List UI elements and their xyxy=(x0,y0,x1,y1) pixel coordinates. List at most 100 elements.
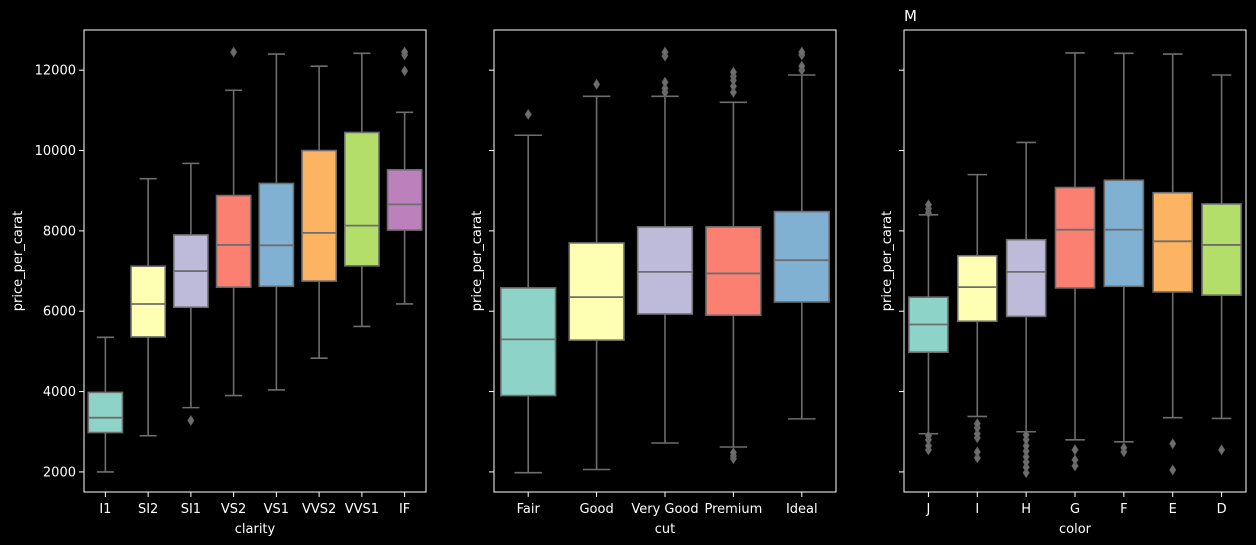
box-cut-Very Good xyxy=(636,46,694,444)
x-tick-label: VVS2 xyxy=(302,502,336,517)
outlier-point xyxy=(1218,444,1226,456)
box-clarity-SI1 xyxy=(172,162,209,427)
outlier-point xyxy=(187,414,195,427)
iqr-box xyxy=(1054,186,1096,289)
x-tick-label: Good xyxy=(579,502,613,517)
axes-frame xyxy=(83,29,427,493)
boxplot-panel-clarity: 2000 4000 6000 8000 10000 12000 I1 SI2 SI1 VS2 VS1… xyxy=(11,29,427,537)
y-tick-label: 6000 xyxy=(43,305,76,320)
x-tick-label: J xyxy=(926,502,931,517)
y-axis-label: price_per_carat xyxy=(880,211,895,311)
box-clarity-VVS1 xyxy=(343,52,380,328)
outlier-point xyxy=(973,446,981,458)
iqr-box xyxy=(87,391,124,434)
iqr-box xyxy=(1103,179,1145,288)
outlier-point xyxy=(1071,454,1079,466)
x-axis-label: clarity xyxy=(235,522,276,537)
y-tick-label: 8000 xyxy=(43,224,76,239)
x-tick-label: VVS1 xyxy=(345,502,379,517)
box-color-E xyxy=(1152,53,1194,476)
x-tick-label: VS1 xyxy=(264,502,289,517)
box-cut-Fair xyxy=(500,108,557,474)
outlier-point xyxy=(230,46,238,58)
box-color-F xyxy=(1103,52,1145,458)
outlier-point xyxy=(1022,451,1030,463)
x-tick-label: E xyxy=(1169,502,1177,517)
outlier-point xyxy=(924,440,932,452)
x-tick-label: IF xyxy=(399,502,410,517)
outlier-point xyxy=(1022,440,1030,452)
iqr-box xyxy=(773,210,830,303)
outlier-point xyxy=(973,428,981,440)
iqr-box xyxy=(500,287,557,397)
outlier-point xyxy=(661,82,669,94)
x-axis-label: color xyxy=(1059,522,1092,537)
iqr-box xyxy=(1201,203,1242,296)
box-cut-Premium xyxy=(705,66,762,465)
outlier-point xyxy=(1169,438,1177,450)
outlier-point xyxy=(1022,429,1030,441)
panel-title: M xyxy=(904,7,917,25)
y-axis-label: price_per_carat xyxy=(11,211,26,311)
outlier-point xyxy=(1071,444,1079,456)
box-color-I xyxy=(956,173,998,464)
x-tick-label: I1 xyxy=(99,502,111,517)
iqr-box xyxy=(705,226,762,317)
outlier-point xyxy=(401,46,409,58)
iqr-box xyxy=(636,226,694,315)
outlier-point xyxy=(729,86,737,98)
x-axis-label: cut xyxy=(655,522,675,537)
outlier-point xyxy=(1120,442,1128,454)
iqr-box xyxy=(301,149,338,282)
outlier-point xyxy=(729,66,737,78)
box-color-J xyxy=(908,199,949,456)
iqr-box xyxy=(215,194,252,288)
outlier-point xyxy=(1022,467,1030,479)
y-tick-label: 12000 xyxy=(35,64,76,79)
outlier-point xyxy=(661,76,669,88)
iqr-box xyxy=(956,254,998,323)
outlier-point xyxy=(524,108,532,120)
y-tick-label: 10000 xyxy=(35,144,76,159)
outlier-point xyxy=(924,430,932,442)
outlier-point xyxy=(973,452,981,464)
box-clarity-VS2 xyxy=(215,46,252,397)
box-color-G xyxy=(1054,52,1096,472)
iqr-box xyxy=(568,242,625,341)
x-tick-label: Fair xyxy=(517,502,541,517)
y-axis-label: price_per_carat xyxy=(470,211,485,311)
x-tick-label: Premium xyxy=(704,502,762,517)
y-tick-label: 4000 xyxy=(43,385,76,400)
outlier-point xyxy=(798,46,806,58)
x-tick-label: SI1 xyxy=(181,502,201,517)
iqr-box xyxy=(1152,191,1194,293)
iqr-box xyxy=(258,182,295,288)
x-tick-label: SI2 xyxy=(138,502,158,517)
x-tick-label: I xyxy=(975,502,979,517)
outlier-point xyxy=(924,199,932,211)
x-tick-label: Ideal xyxy=(786,502,818,517)
box-clarity-VS1 xyxy=(258,53,295,391)
box-cut-Ideal xyxy=(773,46,830,420)
box-color-D xyxy=(1201,74,1242,456)
iqr-box xyxy=(386,169,423,231)
box-clarity-VVS2 xyxy=(301,65,338,360)
iqr-box xyxy=(130,265,167,338)
outlier-point xyxy=(593,78,601,90)
x-tick-label: D xyxy=(1217,502,1227,517)
y-tick-label: 2000 xyxy=(43,465,76,480)
outlier-point xyxy=(1071,460,1079,472)
iqr-box xyxy=(343,131,380,267)
outlier-point xyxy=(798,60,806,72)
x-tick-label: H xyxy=(1021,502,1031,517)
box-clarity-SI2 xyxy=(130,177,167,437)
box-color-H xyxy=(1005,141,1047,479)
outlier-point xyxy=(729,80,737,92)
box-clarity-I1 xyxy=(87,336,124,473)
outlier-point xyxy=(729,447,737,459)
iqr-box xyxy=(1005,238,1047,318)
outlier-point xyxy=(661,46,669,58)
x-tick-label: VS2 xyxy=(221,502,246,517)
